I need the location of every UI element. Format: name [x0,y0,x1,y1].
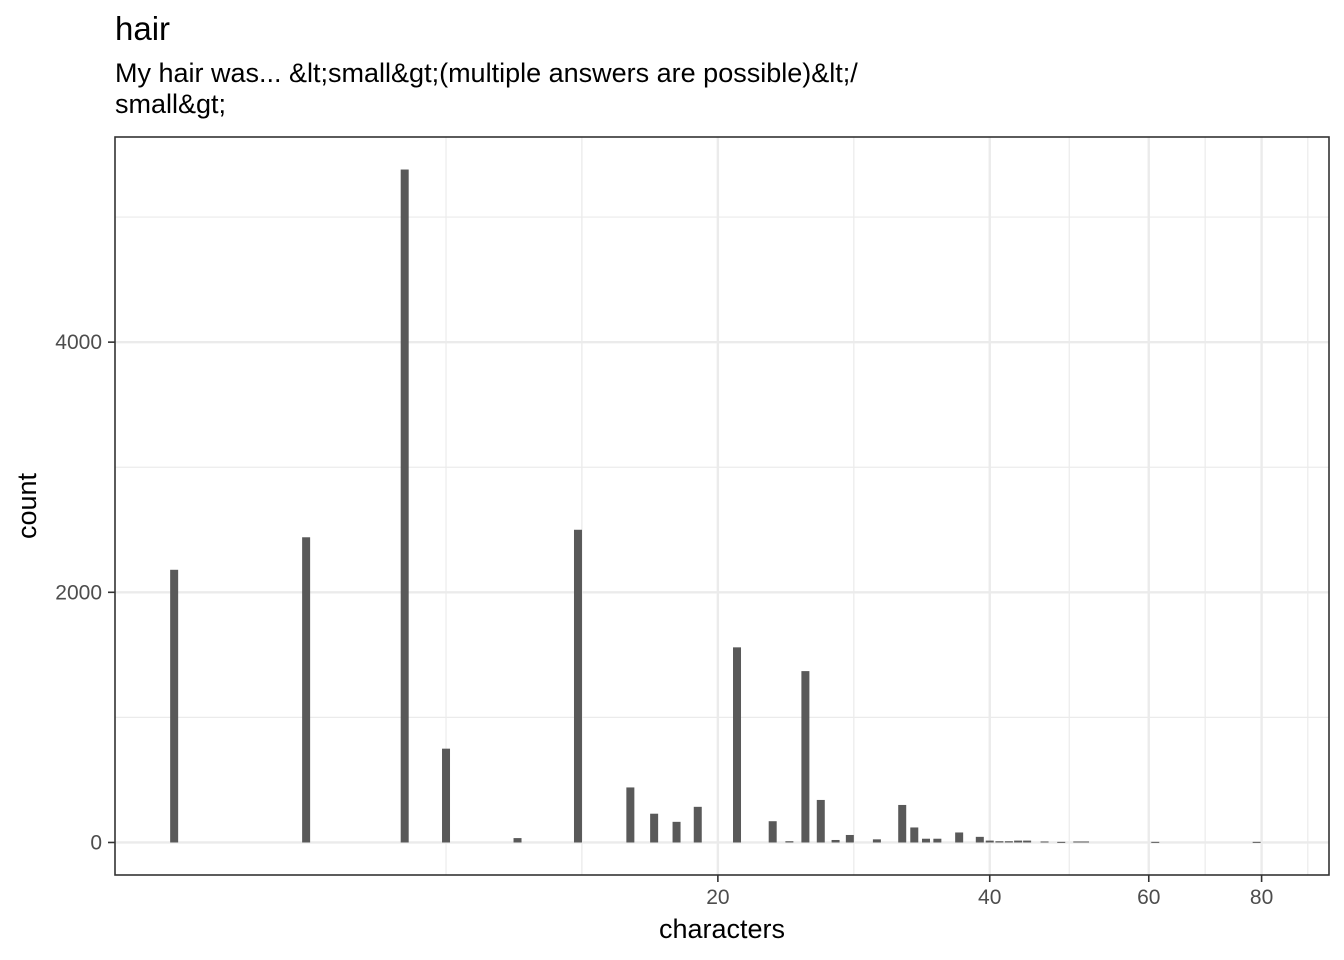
bar [933,838,942,843]
y-tick-label: 4000 [55,331,102,354]
bar [302,537,311,843]
bar [955,832,964,843]
bar [400,169,409,843]
bar [573,529,582,843]
y-tick-label: 0 [90,831,102,854]
bar [1040,841,1049,843]
x-tick-label: 20 [706,886,729,909]
y-axis-title: count [12,472,42,539]
panel-border [114,136,1330,876]
bar [845,834,854,843]
bar [650,813,659,843]
bar [1057,841,1066,843]
bar [672,821,681,843]
chart-title: hair [115,10,171,47]
x-tick-label: 40 [978,886,1001,909]
bar [170,569,179,843]
x-axis-title: characters [659,914,785,944]
y-axis: 0 2000 4000 [55,331,115,854]
bar [733,647,742,843]
bar [626,787,635,843]
bar [898,804,907,843]
subtitle-line-1: My hair was... &lt;small&gt;(multiple an… [115,58,858,88]
bar [872,839,881,843]
x-tick-label: 80 [1250,886,1273,909]
minor-grid-y [115,216,1329,718]
bar [975,836,984,843]
y-tick-label: 2000 [55,581,102,604]
bar [768,821,777,843]
bar [1151,841,1160,843]
x-axis: 20 40 60 80 [706,875,1273,909]
bar [1073,841,1082,843]
chart-subtitle: My hair was... &lt;small&gt;(multiple an… [115,58,1015,120]
bar [1023,840,1032,843]
bar [995,841,1004,843]
bar [513,838,522,843]
bar [1252,841,1261,843]
bar [785,841,794,843]
bar [1081,841,1090,843]
subtitle-line-2: small&gt; [115,89,227,119]
bar [442,748,451,843]
bar [910,827,919,843]
bar [921,838,930,843]
major-grid-x [716,137,1263,875]
bar [693,806,702,843]
bar [1004,841,1013,843]
bars [170,169,1261,843]
bar [816,799,825,843]
major-grid-y [115,340,1329,844]
bar [985,840,994,843]
bar [1014,840,1023,843]
bar [831,839,840,843]
x-tick-label: 60 [1137,886,1160,909]
bar [801,671,810,843]
